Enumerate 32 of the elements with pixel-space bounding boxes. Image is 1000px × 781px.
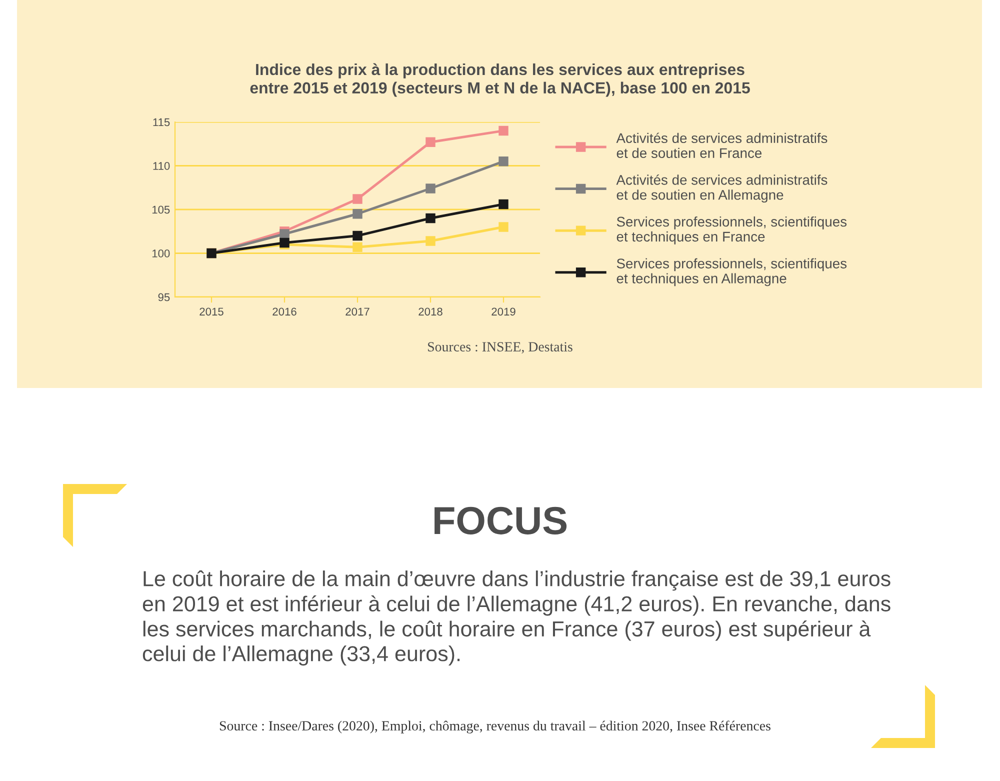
y-tick-label: 105: [152, 206, 170, 214]
point: [426, 137, 436, 147]
point: [280, 229, 290, 239]
source-note: Source : Insee/Dares (2020), Emploi, chômage, revenus du travail – édition 2020, Insee Références: [220, 720, 770, 734]
legend-label: Activités de services administratifs et de soutien en Allemagne: [616, 174, 828, 203]
point: [498, 199, 508, 210]
point: [498, 156, 508, 166]
y-tick-label: 115: [153, 118, 170, 126]
point: [426, 213, 436, 224]
point: [352, 242, 362, 252]
legend-label: Services professionnels, scientifiques et techniques en France: [616, 216, 847, 244]
point: [352, 209, 362, 219]
chart-title: Indice des prix à la production dans les services aux entreprises entre 2015 et 2019 (secteurs M et N de la NACE), base 100 en 2015: [250, 63, 750, 97]
x-tick-label: 2019: [492, 308, 516, 316]
point: [498, 126, 508, 136]
x-tick-label: 2018: [418, 308, 442, 316]
legend-label: Services professionnels, scientifiques et techniques en Allemagne: [616, 258, 847, 286]
y-tick-label: 95: [158, 293, 170, 302]
text: Le coût horaire de la main d’œuvre dans l’industrie française est de 39,1 euros en 2019 et est inférieur à celui de l’Allemagne (41,2 euros). En revanche, dans les services marchands, le coût horaire en France (37 euros) est supérieur à celui de l’Allemagne (33,4 euros).: [142, 570, 890, 666]
point: [426, 236, 436, 246]
y-tick-label: 100: [152, 250, 170, 258]
x-tick-label: 2015: [200, 308, 224, 316]
point: [352, 230, 362, 241]
x-tick-label: 2017: [346, 308, 370, 316]
text: FOCUS: [434, 506, 567, 534]
y-tick-label: 110: [153, 162, 170, 170]
point: [352, 194, 362, 204]
x-tick-label: 2016: [272, 308, 296, 316]
legend-label: Activités de services administratifs et de soutien en France: [616, 132, 828, 158]
source-note: Sources : INSEE, Destatis: [428, 342, 572, 354]
point: [498, 222, 508, 232]
point: [426, 184, 436, 194]
